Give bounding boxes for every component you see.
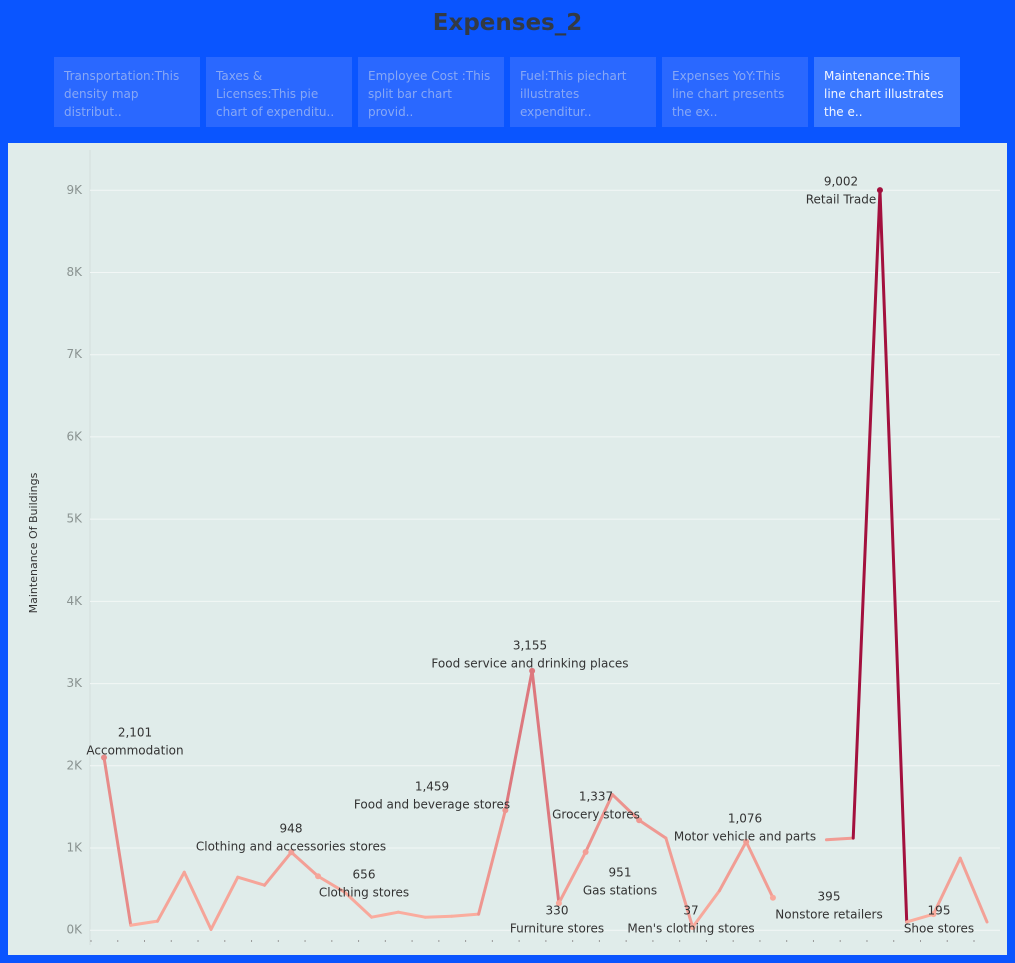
line-segment [289,850,320,878]
value-label: 656 [353,868,376,882]
tab[interactable]: Transportation:This density map distribu… [54,57,200,127]
data-point [582,849,589,856]
line-segment [824,836,855,842]
line-segment [664,836,695,929]
data-point [502,807,509,814]
category-label: Food service and drinking places [431,657,628,671]
line-segment [905,912,935,924]
data-point [876,187,883,194]
y-axis-label: Maintenance Of Buildings [27,472,40,613]
chart-panel: Maintenance Of Buildings 0K 1K 2K 3K 4K 5K 6K 7… [8,143,1007,955]
tab[interactable]: Employee Cost :This split bar chart prov… [358,57,504,127]
value-label: 951 [609,866,632,880]
y-tick-label: 6K [66,429,83,443]
category-label: Clothing and accessories stores [196,840,386,854]
value-label: 395 [818,890,841,904]
y-tick-label: 2K [66,758,83,772]
line-segment [182,870,213,931]
line-segment [557,850,588,905]
value-label: 1,076 [728,812,762,826]
line-segment [584,793,614,854]
value-label: 9,002 [824,175,858,189]
line-segment [209,875,240,931]
line-segment [450,912,481,918]
line-segment [503,669,534,812]
y-tick-label: 4K [66,594,83,608]
line-segment [851,188,882,840]
value-label: 37 [683,904,698,918]
value-label: 3,155 [513,639,547,653]
line-segment [878,188,909,924]
category-label: Nonstore retailers [775,908,882,922]
data-point [529,667,536,674]
line-segment [370,910,400,919]
category-label: Motor vehicle and parts [674,830,816,844]
data-point [315,873,322,880]
category-label: Clothing stores [319,886,409,900]
tab[interactable]: Taxes & Licenses:This pie chart of expen… [206,57,352,127]
data-point [769,894,776,901]
y-tick-label: 5K [66,512,83,526]
line-segment [423,914,454,919]
line-segment [396,910,427,919]
data-point [101,754,107,761]
tab[interactable]: Maintenance:This line chart illustrates … [814,57,960,127]
category-label: Men's clothing stores [627,922,754,936]
category-label: Accommodation [86,744,183,758]
tab-bar: Transportation:This density map distribu… [54,57,966,127]
line-segment [610,793,641,822]
dashboard-title: Expenses_2 [432,10,583,36]
value-label: 948 [280,822,303,836]
data-point [930,911,937,918]
data-point [288,849,295,856]
line-segment [717,840,748,893]
line-segment [156,870,186,923]
data-point [743,838,750,845]
y-tick-label: 8K [66,265,83,279]
tab[interactable]: Expenses YoY:This line chart presents th… [662,57,808,127]
line-segment [316,874,347,894]
y-tick-label: 3K [66,676,83,690]
category-label: Furniture stores [510,922,604,936]
value-label: 330 [546,904,569,918]
value-label: 1,337 [579,790,613,804]
y-tick-label: 7K [66,347,83,361]
category-label: Gas stations [583,884,657,898]
line-segment [691,889,721,929]
line-segment [931,856,962,916]
category-label: Retail Trade [806,193,877,207]
line-segment [129,919,160,927]
tab[interactable]: Fuel:This piechart illustrates expenditu… [510,57,656,127]
line-segment [637,818,668,840]
category-label: Food and beverage stores [354,798,510,812]
data-point [555,900,562,907]
y-tick-label: 1K [66,840,83,854]
line-segment [236,875,267,887]
y-tick-label: 9K [66,183,83,197]
line-segment [958,856,989,924]
y-tick-label: 0K [66,923,83,937]
line-segment [263,850,293,887]
line-segment [530,669,561,905]
data-point [689,924,696,931]
category-label: Shoe stores [904,922,974,936]
value-label: 2,101 [118,726,152,740]
category-label: Grocery stores [552,808,640,822]
value-label: 1,459 [415,780,449,794]
line-segment [102,755,133,927]
data-point [636,817,643,824]
line-segment [477,808,507,916]
line-segment [343,890,374,919]
line-segment [744,840,775,900]
chart: Maintenance Of Buildings 0K 1K 2K 3K 4K 5K 6K 7… [27,150,1000,945]
value-label: 195 [928,904,951,918]
